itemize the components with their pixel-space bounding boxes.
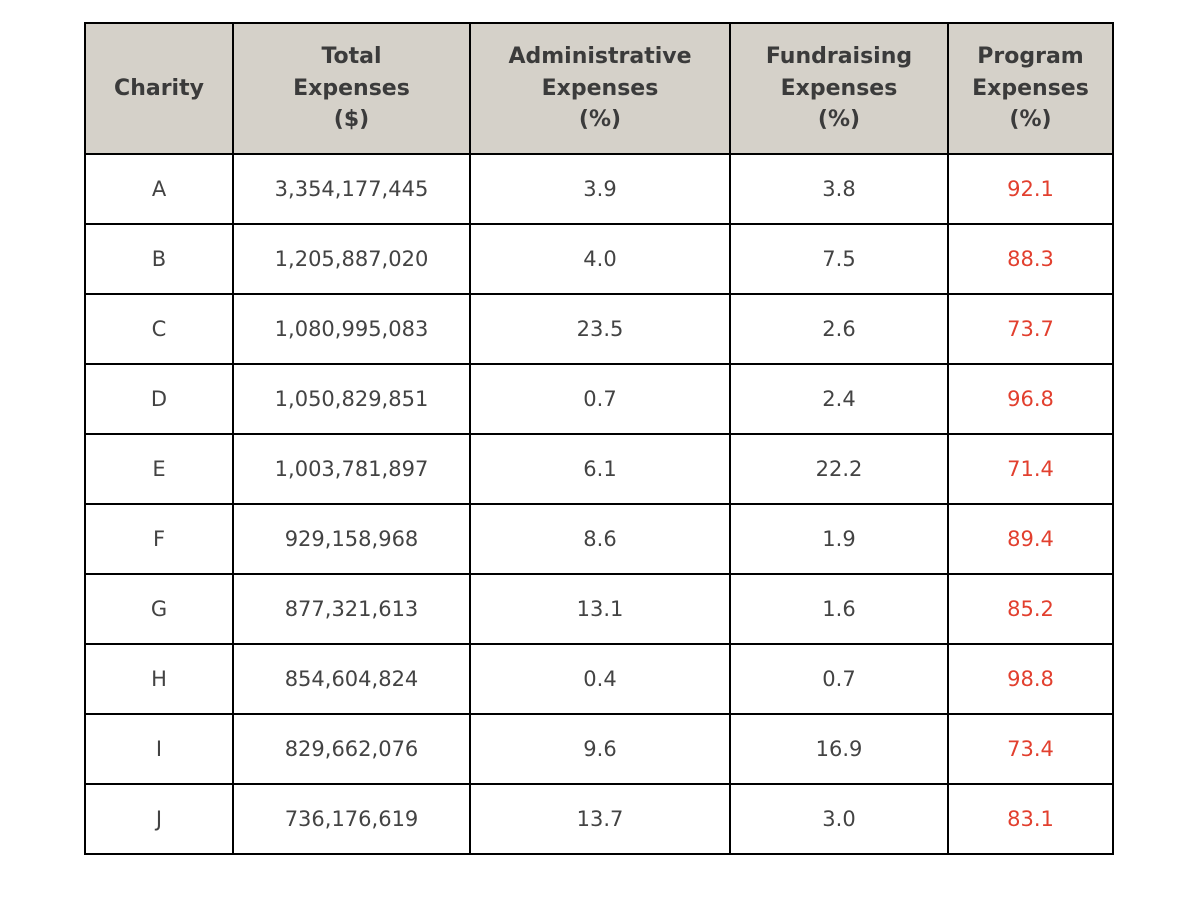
cell-charity: H [84,643,234,715]
table-row: H 854,604,824 0.4 0.7 98.8 [84,643,1114,715]
cell-program-pct: 88.3 [947,223,1114,295]
cell-total-expenses: 854,604,824 [232,643,471,715]
col-header-total-expenses: Total Expenses ($) [232,22,471,155]
cell-administrative-pct: 6.1 [469,433,731,505]
cell-administrative-pct: 23.5 [469,293,731,365]
col-header-charity: Charity [84,22,234,155]
cell-fundraising-pct: 1.6 [729,573,949,645]
cell-charity: C [84,293,234,365]
cell-fundraising-pct: 3.8 [729,153,949,225]
cell-charity: J [84,783,234,855]
cell-charity: G [84,573,234,645]
cell-total-expenses: 877,321,613 [232,573,471,645]
cell-charity: A [84,153,234,225]
table-row: A 3,354,177,445 3.9 3.8 92.1 [84,153,1114,225]
cell-charity: B [84,223,234,295]
cell-administrative-pct: 8.6 [469,503,731,575]
table-row: E 1,003,781,897 6.1 22.2 71.4 [84,433,1114,505]
table-row: B 1,205,887,020 4.0 7.5 88.3 [84,223,1114,295]
cell-fundraising-pct: 7.5 [729,223,949,295]
cell-administrative-pct: 9.6 [469,713,731,785]
cell-fundraising-pct: 1.9 [729,503,949,575]
cell-program-pct: 85.2 [947,573,1114,645]
cell-total-expenses: 1,050,829,851 [232,363,471,435]
cell-program-pct: 89.4 [947,503,1114,575]
cell-fundraising-pct: 2.4 [729,363,949,435]
cell-total-expenses: 3,354,177,445 [232,153,471,225]
table-row: C 1,080,995,083 23.5 2.6 73.7 [84,293,1114,365]
table-body: A 3,354,177,445 3.9 3.8 92.1 B 1,205,887… [84,153,1114,855]
cell-program-pct: 96.8 [947,363,1114,435]
cell-program-pct: 73.4 [947,713,1114,785]
table-row: J 736,176,619 13.7 3.0 83.1 [84,783,1114,855]
cell-program-pct: 83.1 [947,783,1114,855]
cell-charity: D [84,363,234,435]
cell-charity: F [84,503,234,575]
cell-administrative-pct: 4.0 [469,223,731,295]
cell-administrative-pct: 13.1 [469,573,731,645]
cell-program-pct: 98.8 [947,643,1114,715]
cell-administrative-pct: 13.7 [469,783,731,855]
cell-total-expenses: 929,158,968 [232,503,471,575]
table-row: F 929,158,968 8.6 1.9 89.4 [84,503,1114,575]
cell-program-pct: 71.4 [947,433,1114,505]
cell-program-pct: 92.1 [947,153,1114,225]
table-row: G 877,321,613 13.1 1.6 85.2 [84,573,1114,645]
cell-total-expenses: 1,003,781,897 [232,433,471,505]
cell-charity: I [84,713,234,785]
cell-fundraising-pct: 0.7 [729,643,949,715]
cell-administrative-pct: 0.7 [469,363,731,435]
cell-total-expenses: 1,205,887,020 [232,223,471,295]
cell-administrative-pct: 0.4 [469,643,731,715]
cell-fundraising-pct: 22.2 [729,433,949,505]
cell-total-expenses: 829,662,076 [232,713,471,785]
cell-charity: E [84,433,234,505]
col-header-program-expenses: Program Expenses (%) [947,22,1114,155]
header-row: Charity Total Expenses ($) Administrativ… [84,22,1114,155]
charity-expenses-table: Charity Total Expenses ($) Administrativ… [84,22,1114,855]
col-header-fundraising-expenses: Fundraising Expenses (%) [729,22,949,155]
cell-administrative-pct: 3.9 [469,153,731,225]
cell-fundraising-pct: 3.0 [729,783,949,855]
cell-program-pct: 73.7 [947,293,1114,365]
col-header-administrative-expenses: Administrative Expenses (%) [469,22,731,155]
cell-total-expenses: 1,080,995,083 [232,293,471,365]
page: Charity Total Expenses ($) Administrativ… [84,22,1114,855]
table-row: I 829,662,076 9.6 16.9 73.4 [84,713,1114,785]
table-row: D 1,050,829,851 0.7 2.4 96.8 [84,363,1114,435]
cell-total-expenses: 736,176,619 [232,783,471,855]
cell-fundraising-pct: 16.9 [729,713,949,785]
cell-fundraising-pct: 2.6 [729,293,949,365]
